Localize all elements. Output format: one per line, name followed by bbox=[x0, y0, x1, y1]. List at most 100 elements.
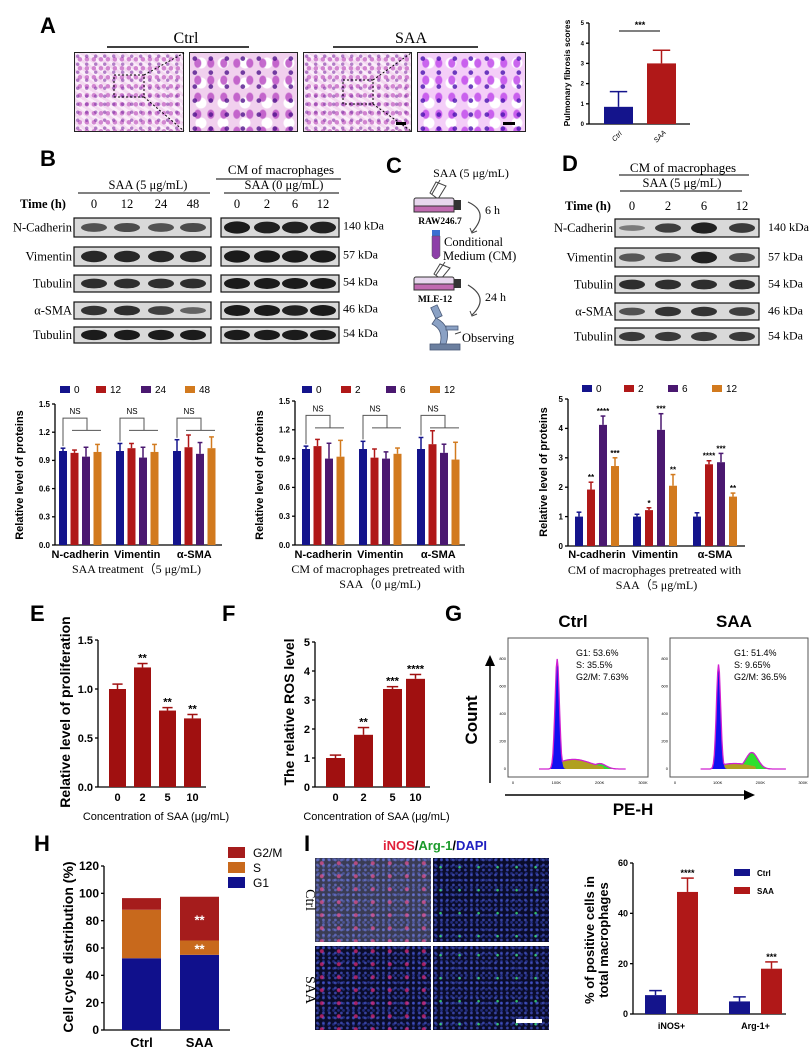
protein-label: Tubulin bbox=[574, 278, 614, 292]
y-tick-label: 0 bbox=[666, 766, 669, 771]
bar-ctrl bbox=[604, 106, 633, 124]
x-tick-label: 10 bbox=[186, 792, 198, 804]
legend-swatch bbox=[430, 386, 440, 393]
pe-h-axis-label: PE-H bbox=[613, 800, 654, 819]
curved-arrow-icon bbox=[467, 284, 481, 316]
ns-bracket bbox=[305, 414, 331, 445]
protein-band bbox=[114, 305, 140, 316]
x-tick-label: 100K bbox=[713, 780, 723, 785]
protein-band bbox=[655, 331, 681, 342]
y-tick-label: 3 bbox=[559, 454, 564, 463]
molecular-weight-label: 54 kDa bbox=[343, 275, 379, 289]
y-tick-label: 200 bbox=[661, 738, 668, 743]
lane-label: 0 bbox=[629, 199, 635, 213]
legend-label: 6 bbox=[682, 384, 688, 395]
observing-label: Observing bbox=[462, 331, 515, 345]
protein-band bbox=[148, 329, 174, 341]
y-tick-label: 60 bbox=[86, 941, 100, 955]
group-title-saa: SAA bbox=[395, 30, 427, 47]
y-tick-label: 0.0 bbox=[279, 541, 291, 550]
molecular-weight-label: 57 kDa bbox=[343, 248, 379, 262]
x-tick-label: Vimentin bbox=[114, 549, 161, 561]
tube-icon bbox=[431, 230, 441, 260]
bar-24 bbox=[139, 457, 147, 545]
molecular-weight-label: 57 kDa bbox=[768, 250, 804, 264]
protein-band bbox=[619, 307, 645, 316]
protein-band bbox=[619, 253, 645, 262]
protein-band bbox=[655, 252, 681, 263]
phase-percentage: G2/M: 7.63% bbox=[576, 672, 629, 682]
significance-stars: ** bbox=[138, 653, 147, 665]
y-tick-label: 0.0 bbox=[39, 541, 51, 550]
bar-2 bbox=[134, 667, 151, 787]
scale-bar bbox=[396, 122, 406, 125]
y-tick-label: 4 bbox=[304, 666, 311, 678]
western-blots-b: N-Cadherin 140 kDa Vimentin 57 kDa Tubulin 54… bbox=[13, 217, 385, 344]
y-tick-label: 0.3 bbox=[279, 512, 291, 521]
protein-band bbox=[148, 306, 174, 315]
legend-label: 12 bbox=[726, 384, 738, 395]
cell-line-raw: RAW246.7 bbox=[418, 217, 462, 227]
y-tick-label: 1.5 bbox=[39, 400, 51, 409]
panel-label-g: G bbox=[445, 601, 462, 626]
x-tick-label: 5 bbox=[164, 792, 170, 804]
protein-label: Vimentin bbox=[567, 251, 614, 265]
bar-0 bbox=[302, 449, 310, 545]
bar-12 bbox=[393, 453, 402, 545]
y-axis-label: Relative level of proteins bbox=[254, 410, 266, 540]
bar-ctrl bbox=[729, 1001, 750, 1014]
protein-band bbox=[180, 329, 206, 341]
blot-row bbox=[73, 217, 212, 238]
x-tick-label: α-SMA bbox=[177, 549, 212, 561]
lane-label: 2 bbox=[665, 199, 671, 213]
panel-label-e: E bbox=[30, 601, 45, 626]
bar-saa bbox=[677, 891, 698, 1014]
x-axis-label: Concentration of SAA (μg/mL) bbox=[303, 811, 449, 823]
x-tick-label: N-cadherin bbox=[52, 549, 110, 561]
bar-0 bbox=[417, 449, 425, 545]
lane-label: 6 bbox=[292, 197, 298, 211]
bar-12 bbox=[336, 456, 345, 545]
bar-6 bbox=[657, 429, 665, 546]
legend-label: 24 bbox=[155, 385, 167, 396]
significance-stars: *** bbox=[716, 444, 726, 453]
histogram-saa: SAA 0 100K 200K 300K 0 200 400 600 800 G1: 51.4% S:… bbox=[661, 612, 809, 785]
protein-band bbox=[114, 278, 140, 289]
ns-label: NS bbox=[427, 404, 438, 413]
chart-b1: 0.0 0.3 0.6 0.9 1.2 1.5 Relative level of prot… bbox=[14, 385, 222, 576]
legend-label: 2 bbox=[355, 385, 361, 396]
blot-row bbox=[73, 301, 212, 320]
group-title-ctrl: Ctrl bbox=[174, 30, 199, 47]
significance-stars: ** bbox=[588, 473, 595, 482]
legend-swatch bbox=[228, 862, 245, 873]
x-tick-label: 300K bbox=[638, 780, 648, 785]
x-tick-label: 0 bbox=[674, 780, 677, 785]
ns-bracket bbox=[62, 417, 88, 447]
significance-stars: **** bbox=[407, 663, 425, 675]
legend-swatch bbox=[668, 385, 678, 392]
lane-label: 24 bbox=[155, 197, 168, 211]
protein-band bbox=[282, 329, 308, 341]
lane-label: 12 bbox=[121, 197, 134, 211]
protein-band bbox=[619, 331, 645, 342]
flow-cytometry: Ctrl 0 100K 200K 300K 0 200 400 600 800 G1: 53.6% S… bbox=[499, 612, 809, 785]
treatment-label: SAA (5 μg/mL) bbox=[433, 166, 509, 180]
protein-band bbox=[148, 250, 174, 263]
protein-band bbox=[282, 221, 308, 234]
legend-label: S bbox=[253, 861, 261, 875]
flask-icon bbox=[413, 197, 461, 213]
molecular-weight-label: 54 kDa bbox=[768, 329, 804, 343]
y-tick-label: 20 bbox=[618, 959, 628, 969]
curved-arrow-icon bbox=[467, 201, 481, 233]
protein-band bbox=[180, 222, 206, 233]
y-tick-label: 0.9 bbox=[279, 454, 291, 463]
y-tick-label: 3 bbox=[581, 62, 585, 68]
arrowhead-icon bbox=[485, 655, 495, 666]
protein-band bbox=[655, 279, 681, 290]
x-tick-label: SAA bbox=[186, 1035, 214, 1050]
significance-stars: **** bbox=[597, 407, 610, 416]
legend-swatch bbox=[302, 386, 312, 393]
bar-2 bbox=[645, 510, 653, 546]
histogram-title: Ctrl bbox=[558, 612, 587, 631]
